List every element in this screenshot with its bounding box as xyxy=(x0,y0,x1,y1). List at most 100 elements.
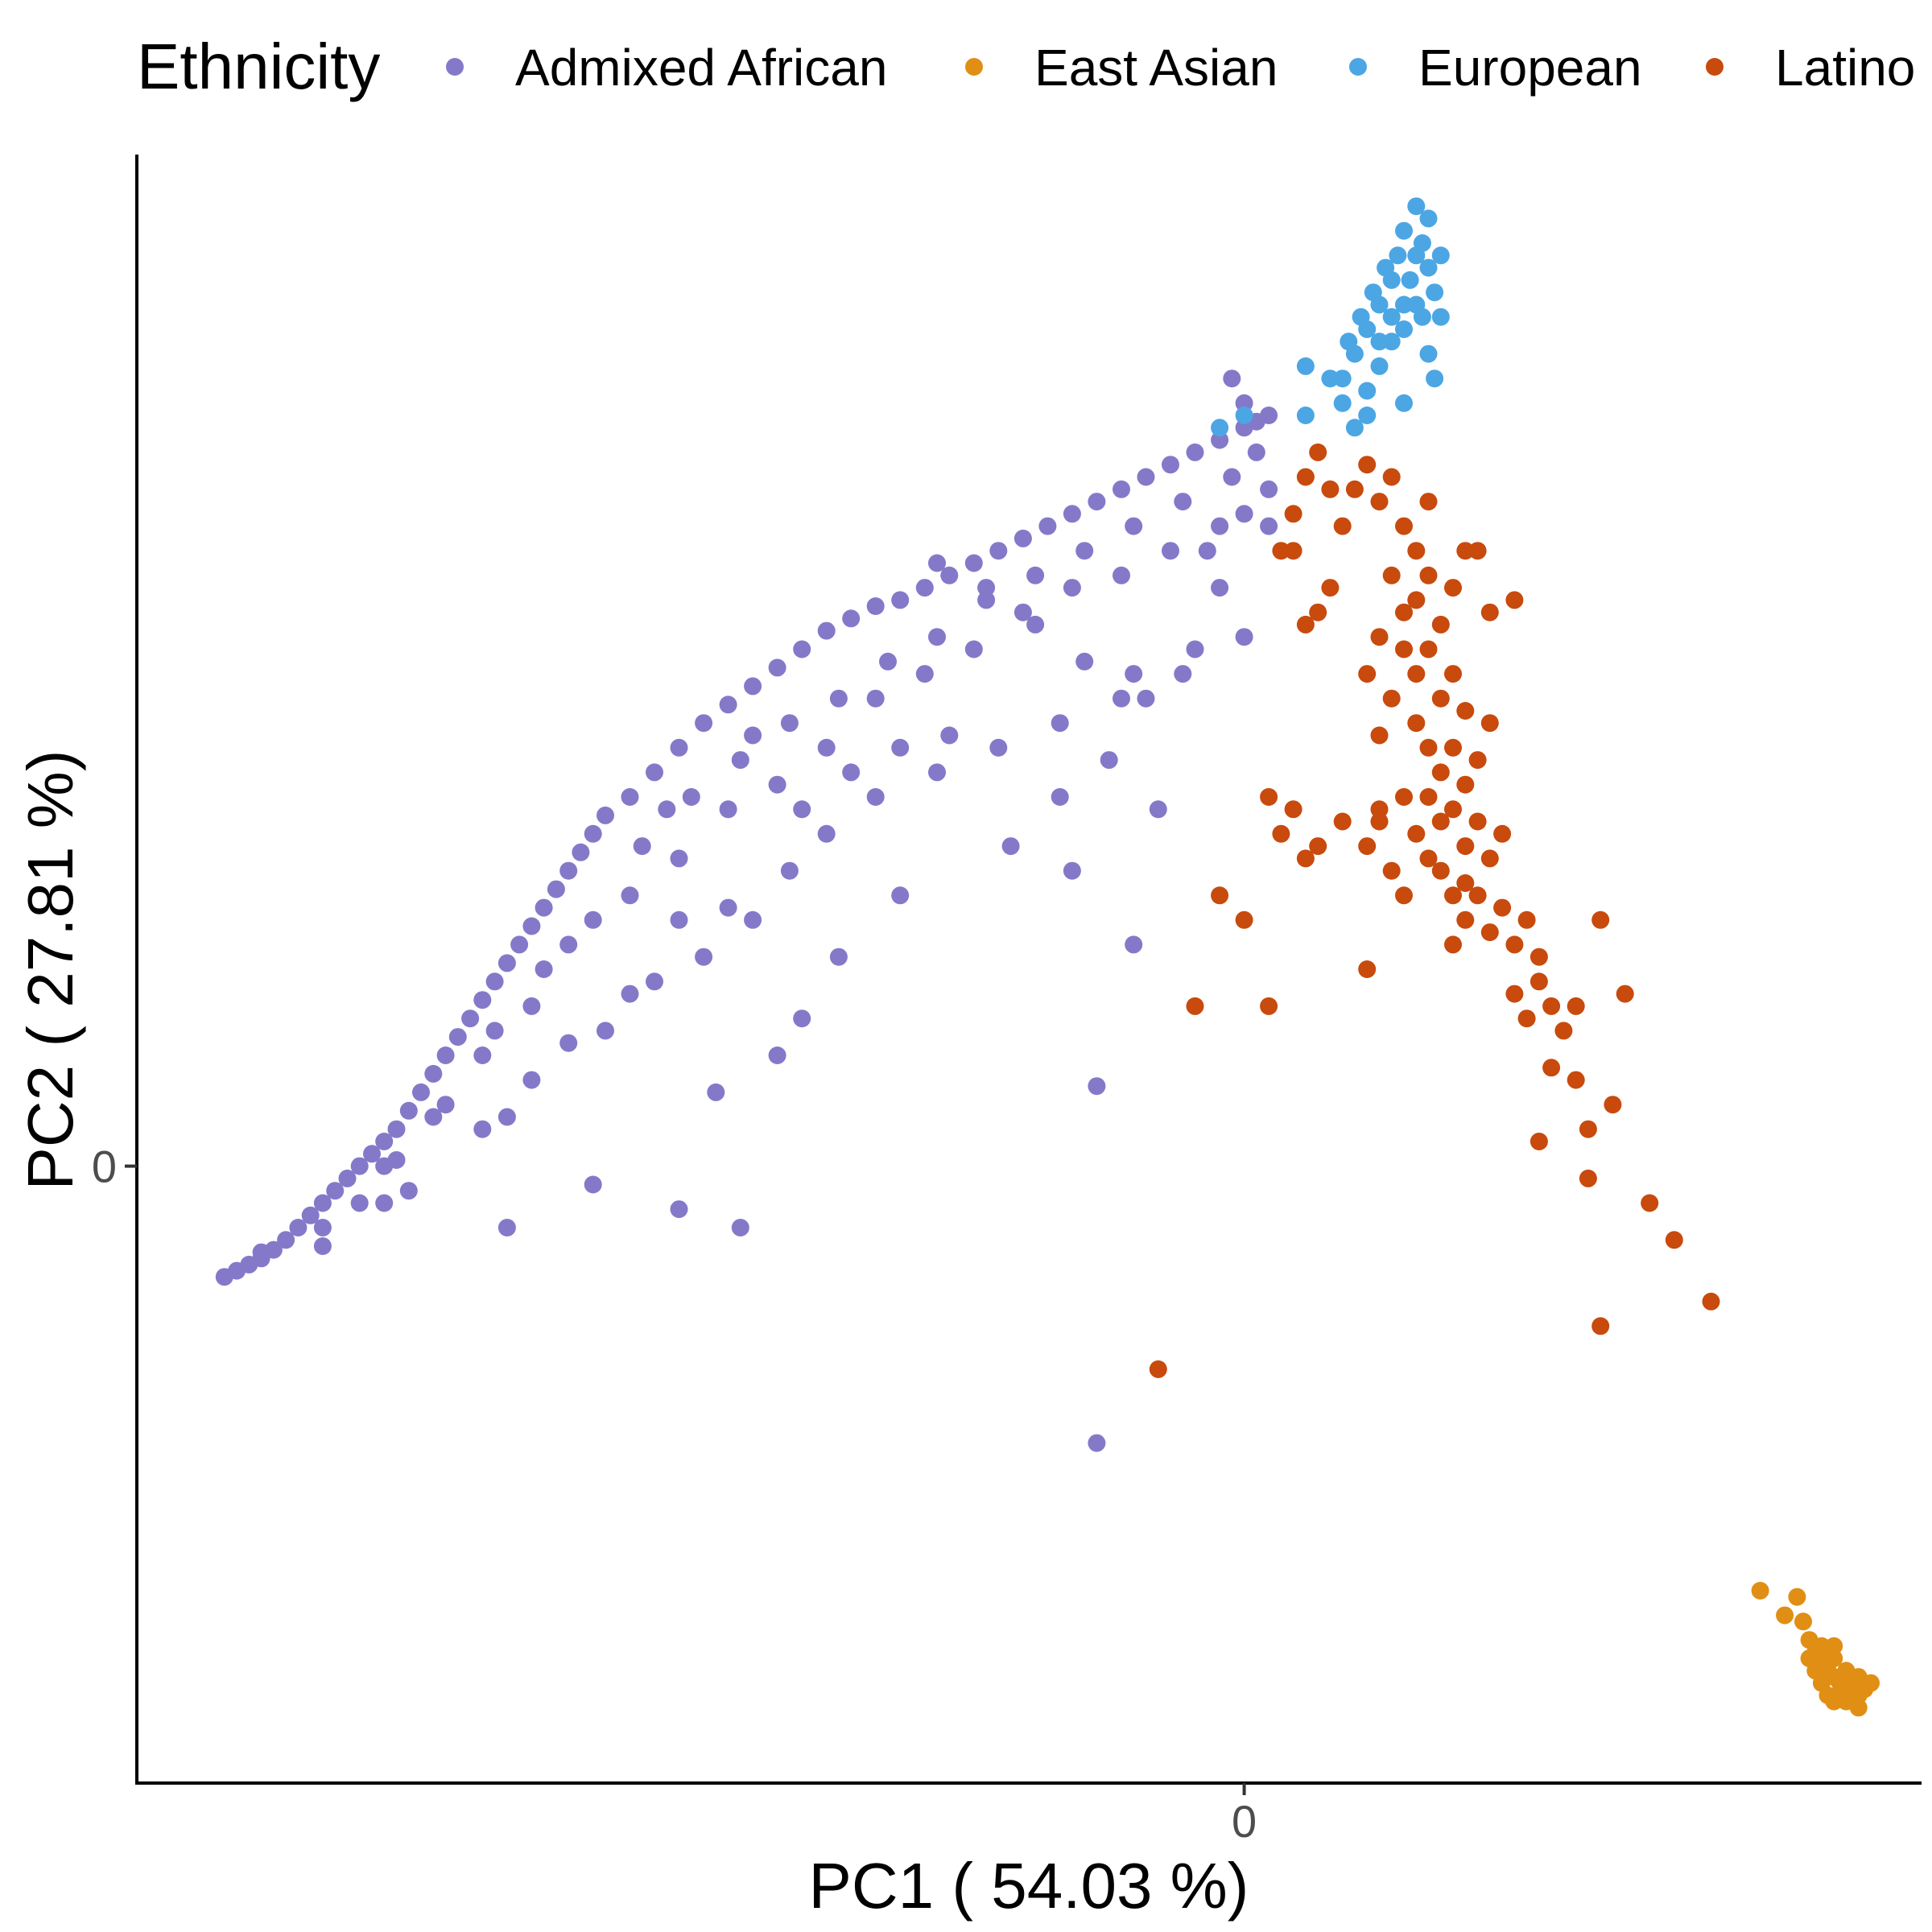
data-point xyxy=(1162,456,1179,474)
data-point xyxy=(1364,283,1382,302)
data-point xyxy=(547,880,565,898)
data-point xyxy=(1113,480,1130,498)
data-point xyxy=(1825,1649,1843,1668)
data-point xyxy=(313,1237,332,1255)
data-point xyxy=(1382,332,1401,351)
data-point xyxy=(1088,1077,1106,1096)
data-point xyxy=(1088,1434,1106,1452)
data-point xyxy=(780,714,799,733)
data-point xyxy=(744,726,762,745)
data-point xyxy=(1309,443,1327,461)
legend-key-admixed-african xyxy=(446,58,464,76)
data-point xyxy=(1352,308,1370,326)
data-point xyxy=(1419,640,1438,658)
data-point xyxy=(1345,480,1364,498)
data-point xyxy=(1554,1022,1573,1040)
data-point xyxy=(1284,505,1302,523)
data-point xyxy=(1468,886,1487,905)
legend-key-east-asian xyxy=(965,58,983,76)
data-point xyxy=(1776,1606,1794,1624)
data-point xyxy=(1063,861,1081,880)
data-point xyxy=(597,1022,614,1040)
data-point xyxy=(1370,357,1389,375)
data-point xyxy=(1419,493,1438,511)
data-point xyxy=(817,621,836,640)
data-point xyxy=(497,1219,516,1236)
data-point xyxy=(1149,800,1167,819)
data-point xyxy=(1480,603,1499,621)
data-point xyxy=(497,1108,516,1126)
data-point xyxy=(1591,1317,1610,1335)
data-point xyxy=(1223,369,1241,388)
data-point xyxy=(1382,566,1401,584)
data-point xyxy=(1480,849,1499,868)
data-point xyxy=(1211,431,1229,449)
data-point xyxy=(1591,910,1610,929)
data-point xyxy=(522,997,541,1015)
data-point xyxy=(399,1182,418,1200)
data-point xyxy=(1382,861,1401,880)
data-point xyxy=(793,640,811,658)
data-point xyxy=(731,1219,749,1236)
data-point xyxy=(497,954,516,972)
data-point xyxy=(1530,1133,1548,1150)
data-point xyxy=(1431,615,1450,634)
data-point xyxy=(646,763,663,782)
data-point xyxy=(326,1182,345,1200)
data-point xyxy=(768,658,786,677)
data-point xyxy=(1751,1582,1769,1600)
data-point xyxy=(1162,542,1179,560)
data-point xyxy=(597,806,614,824)
data-point xyxy=(1431,763,1450,782)
data-point xyxy=(1358,382,1377,400)
data-point xyxy=(940,726,959,745)
legend: Ethnicity Admixed African East Asian Europ… xyxy=(137,31,1915,102)
data-point xyxy=(842,609,861,628)
legend-key-european xyxy=(1349,58,1367,76)
data-point xyxy=(572,843,590,861)
data-point xyxy=(1401,270,1419,289)
data-point xyxy=(485,972,504,991)
data-point xyxy=(817,738,836,757)
data-point xyxy=(1211,886,1229,905)
data-point xyxy=(1247,443,1265,461)
data-point xyxy=(1174,493,1192,511)
data-point xyxy=(1542,997,1561,1015)
data-point xyxy=(768,1046,786,1064)
series-european xyxy=(1211,197,1450,437)
data-point xyxy=(584,1175,602,1194)
data-point xyxy=(1480,923,1499,942)
data-point xyxy=(375,1133,394,1150)
data-point xyxy=(1407,665,1426,683)
data-point xyxy=(633,837,651,856)
data-point xyxy=(1505,935,1524,954)
data-point xyxy=(313,1219,332,1236)
data-point xyxy=(1456,874,1475,892)
data-point xyxy=(1862,1674,1880,1692)
legend-label-european: European xyxy=(1418,39,1642,97)
data-point xyxy=(584,910,602,929)
legend-label-latino: Latino xyxy=(1775,39,1915,97)
data-point xyxy=(1407,591,1426,609)
data-point xyxy=(1284,800,1302,819)
data-point xyxy=(1468,812,1487,831)
data-point xyxy=(1641,1194,1659,1212)
data-point xyxy=(1407,714,1426,733)
data-point xyxy=(1407,542,1426,560)
data-point xyxy=(1333,812,1352,831)
data-point xyxy=(646,972,663,991)
data-point xyxy=(964,554,983,572)
data-point xyxy=(731,751,749,770)
data-point xyxy=(535,960,553,978)
data-point xyxy=(1235,505,1253,523)
data-point xyxy=(1211,579,1229,597)
data-point xyxy=(1309,603,1327,621)
data-point xyxy=(559,1034,578,1052)
data-point xyxy=(1333,517,1352,535)
data-point xyxy=(436,1046,455,1064)
data-point xyxy=(1419,258,1438,277)
data-point xyxy=(289,1219,308,1236)
data-point xyxy=(1505,591,1524,609)
data-point xyxy=(1493,824,1512,843)
